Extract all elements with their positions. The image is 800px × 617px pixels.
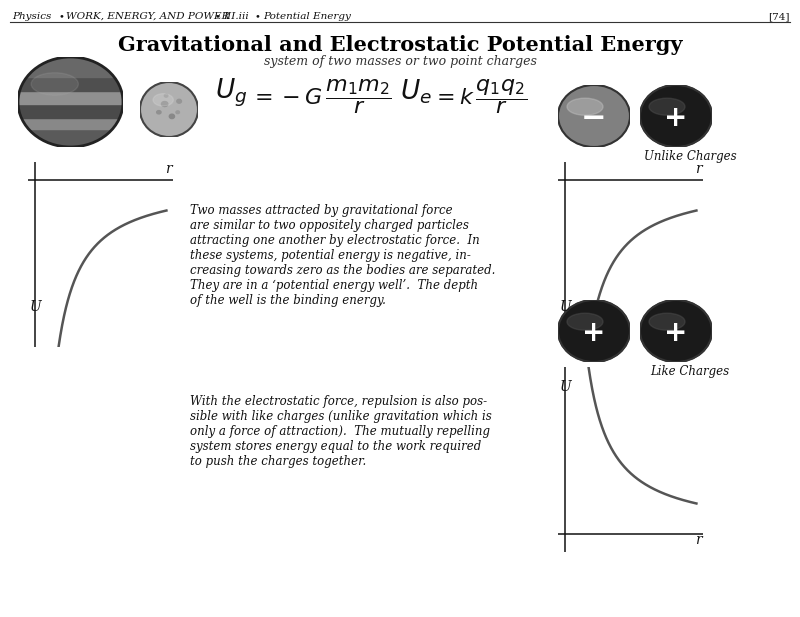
Text: Potential Energy: Potential Energy	[263, 12, 351, 21]
Text: $= -G\,\dfrac{m_1 m_2}{r}$: $= -G\,\dfrac{m_1 m_2}{r}$	[250, 77, 392, 115]
Text: •: •	[255, 12, 261, 21]
Text: $= k\,\dfrac{q_1 q_2}{r}$: $= k\,\dfrac{q_1 q_2}{r}$	[432, 77, 527, 116]
Text: Two masses attracted by gravitational force: Two masses attracted by gravitational fo…	[190, 204, 453, 217]
Ellipse shape	[567, 313, 603, 330]
Text: •: •	[58, 12, 64, 21]
Ellipse shape	[567, 98, 603, 115]
FancyBboxPatch shape	[18, 118, 123, 129]
Ellipse shape	[140, 82, 198, 137]
Text: Physics: Physics	[12, 12, 51, 21]
Ellipse shape	[640, 300, 712, 362]
Text: r: r	[165, 162, 171, 176]
FancyBboxPatch shape	[18, 57, 123, 77]
Text: +: +	[664, 320, 688, 347]
Text: attracting one another by electrostatic force.  In: attracting one another by electrostatic …	[190, 234, 480, 247]
Ellipse shape	[162, 102, 168, 107]
Text: They are in a ‘potential energy well’.  The depth: They are in a ‘potential energy well’. T…	[190, 279, 478, 292]
Text: only a force of attraction).  The mutually repelling: only a force of attraction). The mutuall…	[190, 425, 490, 438]
FancyBboxPatch shape	[18, 129, 123, 147]
Ellipse shape	[153, 94, 174, 106]
Text: U: U	[30, 300, 42, 314]
Text: WORK, ENERGY, AND POWER: WORK, ENERGY, AND POWER	[66, 12, 230, 21]
Text: Gravitational and Electrostatic Potential Energy: Gravitational and Electrostatic Potentia…	[118, 35, 682, 55]
Text: these systems, potential energy is negative, in-: these systems, potential energy is negat…	[190, 249, 471, 262]
Text: III.iii: III.iii	[223, 12, 249, 21]
Text: $U_{\mathit{e}}$: $U_{\mathit{e}}$	[400, 77, 432, 106]
Text: U: U	[560, 380, 572, 394]
FancyBboxPatch shape	[18, 104, 123, 118]
Text: r: r	[694, 533, 702, 547]
Text: U: U	[560, 300, 572, 314]
Ellipse shape	[558, 300, 630, 362]
Text: $U_{\mathit{g}}$: $U_{\mathit{g}}$	[215, 77, 247, 109]
Ellipse shape	[649, 98, 685, 115]
FancyBboxPatch shape	[18, 77, 123, 91]
Text: sible with like charges (unlike gravitation which is: sible with like charges (unlike gravitat…	[190, 410, 492, 423]
Ellipse shape	[31, 73, 78, 95]
Ellipse shape	[176, 111, 179, 114]
Ellipse shape	[177, 99, 182, 103]
Text: −: −	[582, 104, 606, 133]
Text: [74]: [74]	[769, 12, 790, 21]
Text: creasing towards zero as the bodies are separated.: creasing towards zero as the bodies are …	[190, 264, 495, 277]
Text: +: +	[664, 104, 688, 133]
Text: Unlike Charges: Unlike Charges	[644, 150, 736, 163]
Ellipse shape	[558, 85, 630, 147]
Ellipse shape	[649, 313, 685, 330]
Text: system stores energy equal to the work required: system stores energy equal to the work r…	[190, 440, 482, 453]
Ellipse shape	[170, 114, 174, 118]
Text: •: •	[215, 12, 221, 21]
Text: system of two masses or two point charges: system of two masses or two point charge…	[263, 55, 537, 68]
Ellipse shape	[640, 85, 712, 147]
Text: +: +	[582, 320, 606, 347]
Text: are similar to two oppositely charged particles: are similar to two oppositely charged pa…	[190, 219, 469, 232]
Text: With the electrostatic force, repulsion is also pos-: With the electrostatic force, repulsion …	[190, 395, 487, 408]
FancyBboxPatch shape	[18, 91, 123, 104]
Text: of the well is the binding energy.: of the well is the binding energy.	[190, 294, 386, 307]
Ellipse shape	[157, 110, 161, 114]
Text: r: r	[694, 162, 702, 176]
Ellipse shape	[164, 94, 168, 97]
Text: Like Charges: Like Charges	[650, 365, 730, 378]
Text: to push the charges together.: to push the charges together.	[190, 455, 366, 468]
